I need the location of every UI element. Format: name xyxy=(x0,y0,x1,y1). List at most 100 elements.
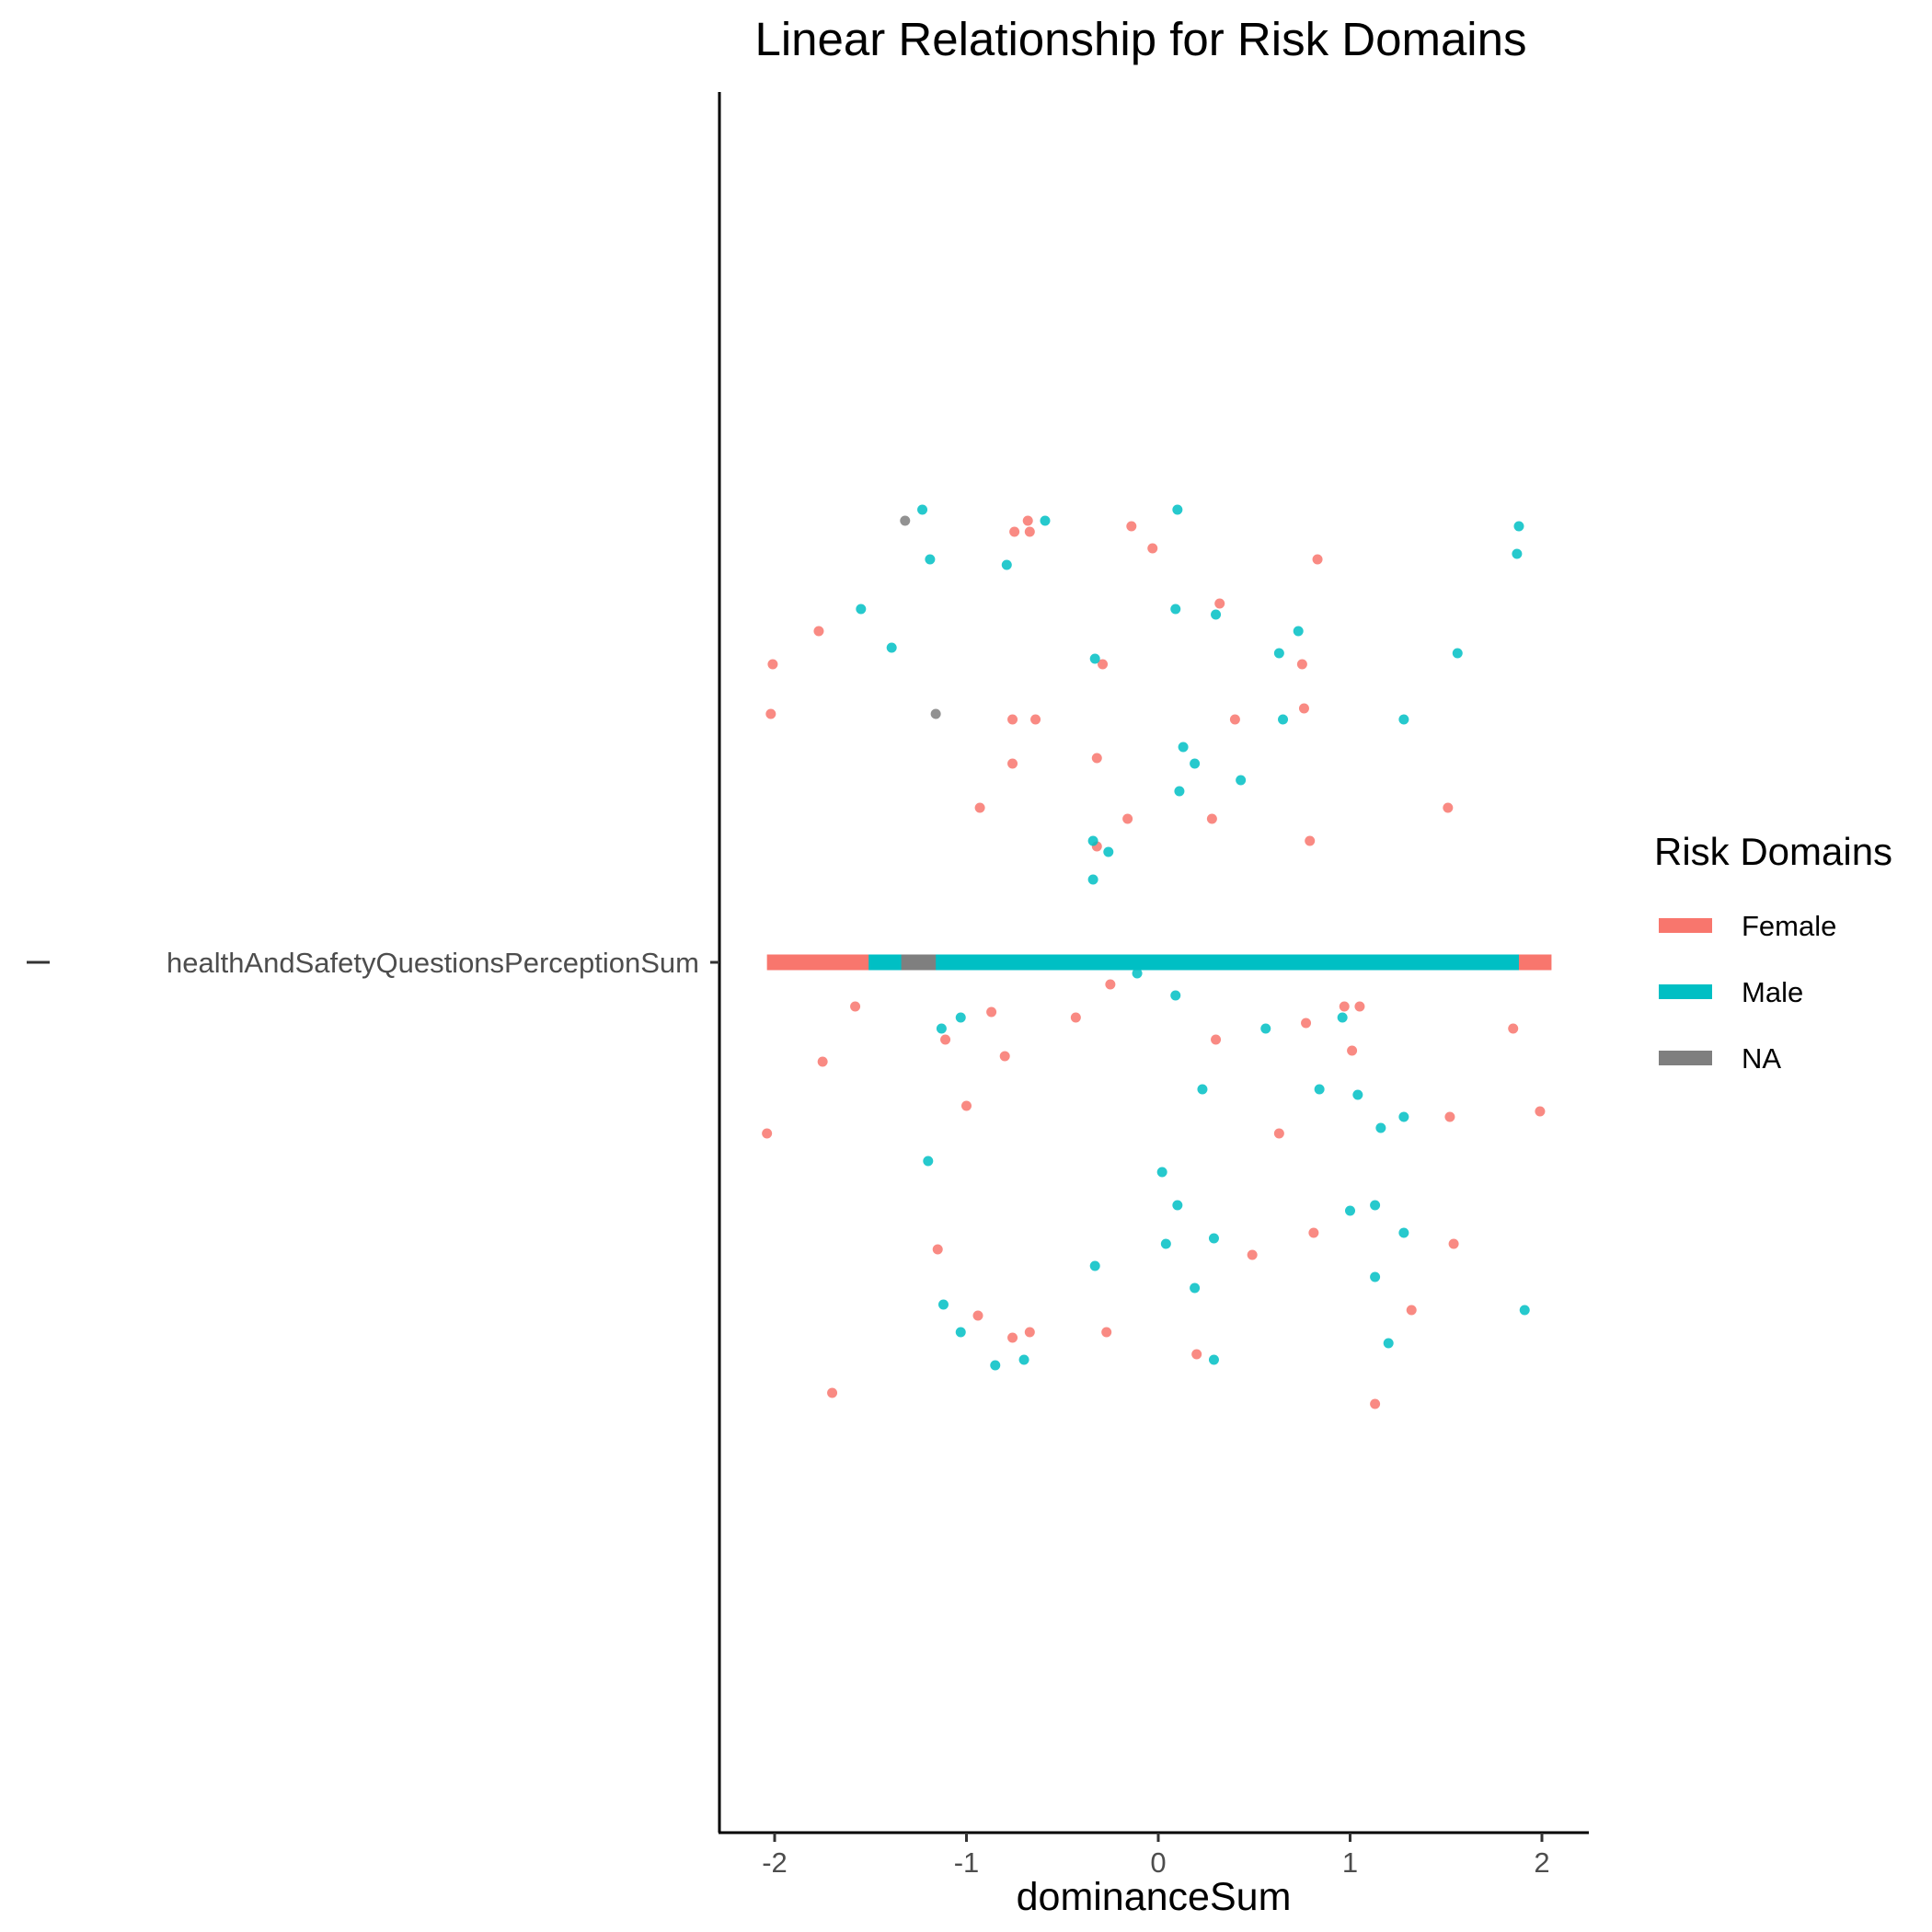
point-male-27 xyxy=(936,1023,947,1034)
point-female-28 xyxy=(1339,1001,1350,1012)
x-tick-label-3: 1 xyxy=(1342,1846,1358,1879)
point-male-47 xyxy=(1519,1305,1530,1316)
point-male-45 xyxy=(1190,1282,1201,1294)
x-tick-label-4: 2 xyxy=(1534,1846,1549,1879)
point-male-42 xyxy=(1160,1238,1171,1249)
point-male-34 xyxy=(1375,1122,1386,1133)
point-female-18 xyxy=(974,802,985,813)
point-female-36 xyxy=(999,1051,1010,1062)
x-axis-ticks: -2 -1 0 1 2 xyxy=(762,1833,1550,1879)
point-male-15 xyxy=(1278,714,1289,725)
legend-label-na: NA xyxy=(1742,1042,1781,1075)
legend-key-male xyxy=(1659,984,1712,999)
point-male-5 xyxy=(925,554,936,565)
point-female-12 xyxy=(1007,714,1018,725)
point-female-29 xyxy=(1354,1001,1365,1012)
point-male-36 xyxy=(1156,1167,1167,1178)
point-female-25 xyxy=(850,1001,861,1012)
point-female-44 xyxy=(1448,1238,1459,1249)
point-female-22 xyxy=(1305,835,1316,846)
point-female-33 xyxy=(1211,1034,1222,1045)
point-male-30 xyxy=(1197,1084,1208,1095)
point-male-7 xyxy=(856,604,867,615)
point-female-32 xyxy=(940,1034,951,1045)
chart-title: Linear Relationship for Risk Domains xyxy=(754,13,1526,65)
point-male-9 xyxy=(1211,609,1222,620)
point-male-40 xyxy=(1398,1227,1409,1238)
point-female-13 xyxy=(1030,714,1041,725)
point-female-19 xyxy=(1122,813,1133,824)
point-male-37 xyxy=(1172,1200,1183,1211)
point-male-21 xyxy=(1087,835,1098,846)
point-male-17 xyxy=(1178,742,1189,753)
legend-key-female xyxy=(1659,918,1712,933)
legend-label-male: Male xyxy=(1742,976,1803,1008)
point-female-21 xyxy=(1443,802,1454,813)
point-male-48 xyxy=(955,1327,966,1338)
point-female-50 xyxy=(1101,1327,1112,1338)
point-female-48 xyxy=(1007,1332,1018,1343)
point-na-0 xyxy=(900,515,911,526)
point-na-1 xyxy=(930,708,941,719)
point-male-44 xyxy=(1370,1271,1381,1282)
point-female-4 xyxy=(1147,543,1158,554)
point-female-9 xyxy=(1098,659,1109,670)
point-female-46 xyxy=(972,1310,983,1321)
point-female-47 xyxy=(1406,1305,1417,1316)
point-female-51 xyxy=(1191,1349,1202,1360)
legend-title: Risk Domains xyxy=(1654,830,1892,873)
point-female-2 xyxy=(1024,526,1035,537)
y-category-tick: healthAndSafetyQuestionsPerceptionSum xyxy=(27,947,719,979)
point-female-10 xyxy=(1296,659,1307,670)
x-axis-title: dominanceSum xyxy=(1017,1875,1292,1919)
point-female-16 xyxy=(1007,758,1018,769)
point-female-5 xyxy=(1312,554,1323,565)
point-male-51 xyxy=(1208,1354,1219,1365)
point-female-26 xyxy=(986,1006,997,1018)
point-male-16 xyxy=(1398,714,1409,725)
point-male-3 xyxy=(1513,521,1524,532)
point-male-31 xyxy=(1314,1084,1325,1095)
x-tick-label-1: -1 xyxy=(954,1846,980,1879)
point-female-45 xyxy=(1247,1249,1258,1260)
point-female-37 xyxy=(961,1100,972,1111)
point-male-24 xyxy=(1132,968,1143,979)
point-male-43 xyxy=(1089,1260,1100,1271)
point-male-14 xyxy=(1452,648,1463,659)
point-female-38 xyxy=(1444,1111,1455,1122)
point-female-20 xyxy=(1206,813,1217,824)
point-female-27 xyxy=(1070,1012,1081,1023)
point-female-42 xyxy=(1308,1227,1319,1238)
point-male-10 xyxy=(1293,626,1304,637)
point-male-26 xyxy=(955,1012,966,1023)
point-male-29 xyxy=(1260,1023,1271,1034)
legend-key-na xyxy=(1659,1051,1712,1065)
point-male-18 xyxy=(1190,758,1201,769)
point-female-40 xyxy=(762,1128,773,1139)
point-female-53 xyxy=(1370,1398,1381,1409)
point-female-15 xyxy=(1298,703,1309,714)
point-female-11 xyxy=(765,708,776,719)
point-female-31 xyxy=(1508,1023,1519,1034)
legend-label-female: Female xyxy=(1742,910,1836,942)
point-male-33 xyxy=(1398,1111,1409,1122)
point-female-7 xyxy=(813,626,824,637)
point-female-39 xyxy=(1535,1106,1546,1117)
x-tick-label-2: 0 xyxy=(1150,1846,1166,1879)
point-female-0 xyxy=(1022,515,1033,526)
point-female-3 xyxy=(1126,521,1137,532)
point-male-20 xyxy=(1174,786,1185,797)
point-male-32 xyxy=(1352,1089,1363,1100)
point-male-25 xyxy=(1170,990,1181,1001)
point-male-12 xyxy=(1089,653,1100,664)
point-male-41 xyxy=(1208,1233,1219,1244)
point-male-11 xyxy=(886,642,897,653)
point-male-46 xyxy=(937,1299,949,1310)
point-female-41 xyxy=(1273,1128,1284,1139)
point-male-23 xyxy=(1087,874,1098,885)
point-male-2 xyxy=(1172,504,1183,515)
point-female-34 xyxy=(1347,1045,1358,1056)
point-male-13 xyxy=(1273,648,1284,659)
point-female-8 xyxy=(767,659,778,670)
point-female-52 xyxy=(827,1387,838,1398)
